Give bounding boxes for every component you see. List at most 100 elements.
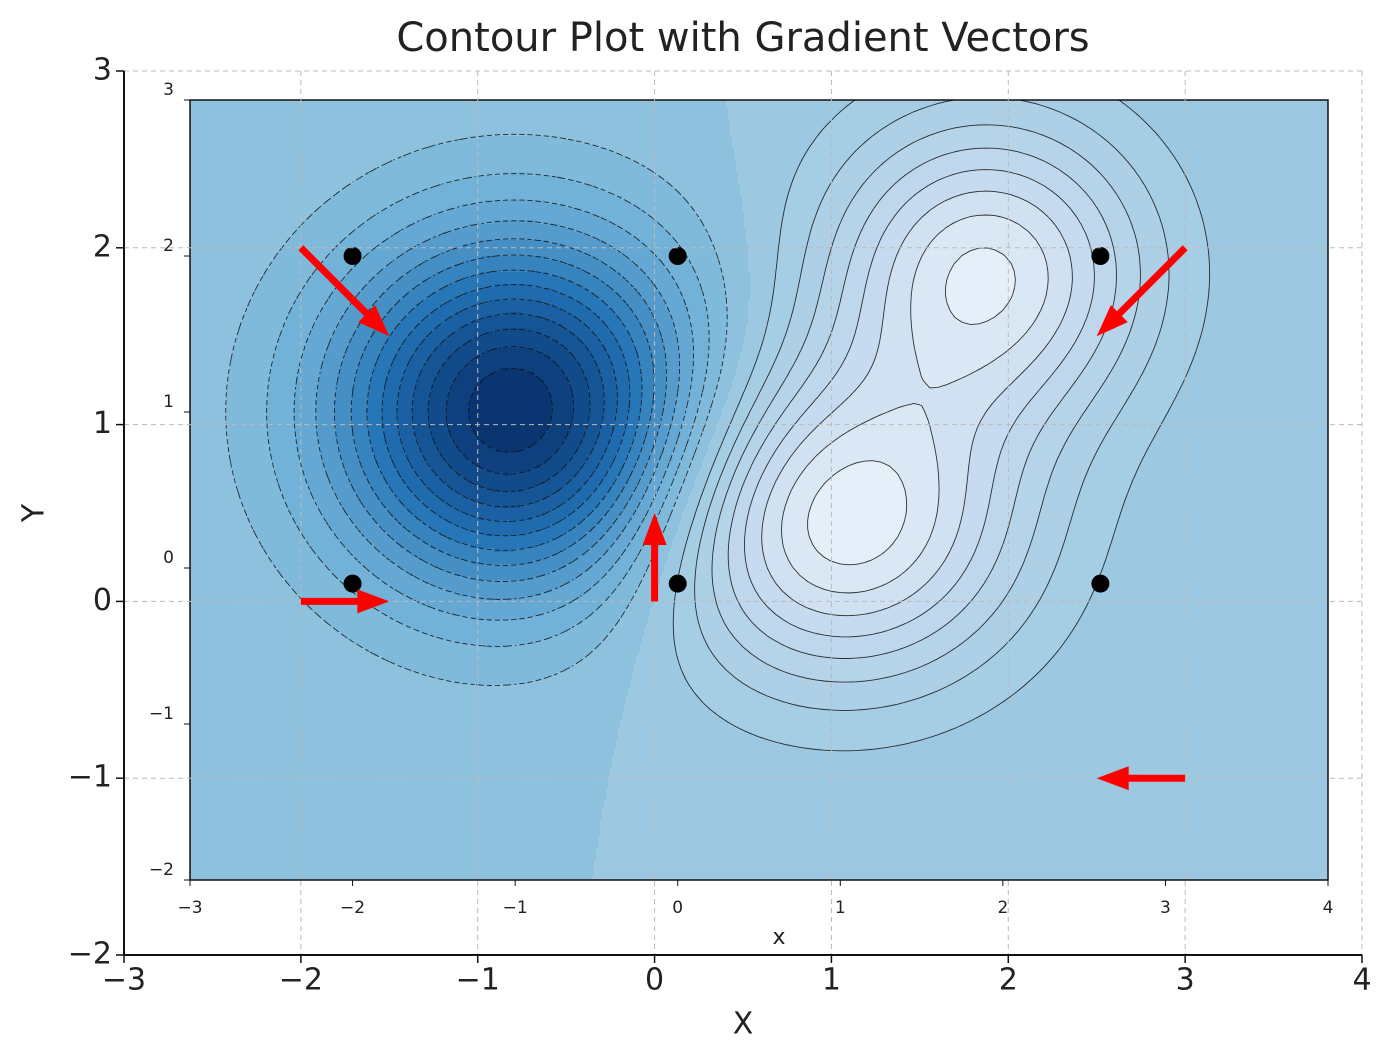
contour-fill (854, 332, 881, 337)
contour-fill (342, 460, 361, 465)
contour-fill (786, 504, 811, 509)
contour-fill (656, 436, 669, 441)
contour-fill (808, 512, 907, 517)
contour-fill (190, 316, 243, 321)
contour-fill (612, 756, 1329, 761)
contour-fill (1044, 348, 1071, 353)
contour-fill (1014, 500, 1043, 505)
contour-fill (702, 288, 727, 293)
contour-fill (472, 428, 547, 433)
contour-fill (1064, 200, 1095, 205)
contour-fill (664, 348, 679, 353)
contour-fill (744, 388, 761, 393)
contour-fill (694, 480, 707, 485)
contour-fill (722, 664, 771, 669)
contour-fill (746, 236, 781, 241)
contour-fill (666, 352, 681, 357)
contour-fill (612, 628, 645, 633)
contour-fill (966, 604, 1001, 609)
contour-fill (678, 344, 695, 349)
contour-fill (316, 552, 353, 557)
contour-fill (562, 584, 595, 589)
contour-fill (670, 516, 683, 521)
contour-line (396, 298, 618, 522)
contour-fill (364, 564, 399, 569)
contour-fill (696, 412, 709, 417)
contour-fill (674, 632, 703, 637)
contour-fill (598, 296, 623, 301)
contour-fill (742, 680, 839, 685)
contour-fill (632, 516, 645, 521)
contour-fill (874, 416, 929, 421)
contour-fill (644, 632, 675, 637)
contour-fill (492, 488, 523, 493)
contour-fill (648, 428, 659, 433)
contour-fill (322, 308, 347, 313)
contour-fill (666, 364, 681, 369)
contour-fill (616, 740, 777, 745)
contour-fill (912, 668, 977, 673)
contour-fill (594, 444, 609, 449)
contour-fill (590, 408, 605, 413)
contour-fill (602, 516, 619, 521)
contour-fill (1082, 328, 1107, 333)
contour-fill (894, 468, 939, 473)
contour-fill (398, 520, 423, 525)
contour-fill (692, 372, 707, 377)
contour-fill (968, 124, 1007, 129)
contour-fill (1166, 304, 1209, 309)
contour-fill (762, 692, 931, 697)
contour-fill (936, 512, 963, 517)
contour-fill (190, 444, 229, 449)
contour-fill (190, 844, 599, 849)
contour-fill (190, 380, 229, 385)
contour-fill (788, 328, 811, 333)
contour-fill (586, 344, 605, 349)
contour-fill (1088, 468, 1139, 473)
contour-fill (952, 196, 1021, 201)
contour-fill (428, 400, 447, 405)
contour-fill (190, 808, 603, 813)
contour-fill (870, 268, 893, 273)
contour-fill (848, 204, 877, 209)
contour-fill (772, 696, 921, 701)
contour-fill (742, 204, 787, 209)
contour-fill (1168, 252, 1209, 257)
contour-fill (316, 268, 351, 273)
contour-fill (642, 396, 655, 401)
contour-fill (378, 324, 399, 329)
contour-fill (740, 604, 767, 609)
contour-fill (836, 372, 869, 377)
contour-fill (674, 612, 697, 617)
contour-fill (688, 532, 703, 537)
contour-fill (600, 820, 1329, 825)
contour-fill (1026, 404, 1059, 409)
contour-fill (628, 376, 643, 381)
contour-fill (748, 304, 773, 309)
contour-fill (688, 400, 701, 405)
contour-fill (416, 380, 435, 385)
contour-fill (1012, 296, 1047, 301)
contour-fill (638, 652, 677, 657)
contour-fill (472, 616, 527, 621)
contour-fill (594, 860, 1329, 865)
contour-fill (190, 860, 595, 865)
contour-fill (726, 328, 747, 333)
contour-fill (552, 408, 575, 413)
contour-fill (596, 276, 625, 281)
contour-fill (190, 852, 597, 857)
contour-fill (916, 272, 949, 277)
contour-fill (796, 392, 821, 397)
contour-fill (190, 540, 261, 545)
contour-fill (904, 484, 941, 489)
contour-fill (610, 220, 659, 225)
contour-fill (826, 268, 849, 273)
contour-fill (1206, 236, 1329, 241)
contour-fill (948, 304, 1007, 309)
contour-fill (750, 296, 773, 301)
contour-fill (700, 400, 713, 405)
contour-fill (756, 428, 773, 433)
contour-fill (788, 372, 811, 377)
contour-fill (684, 196, 743, 201)
contour-fill (576, 248, 617, 253)
